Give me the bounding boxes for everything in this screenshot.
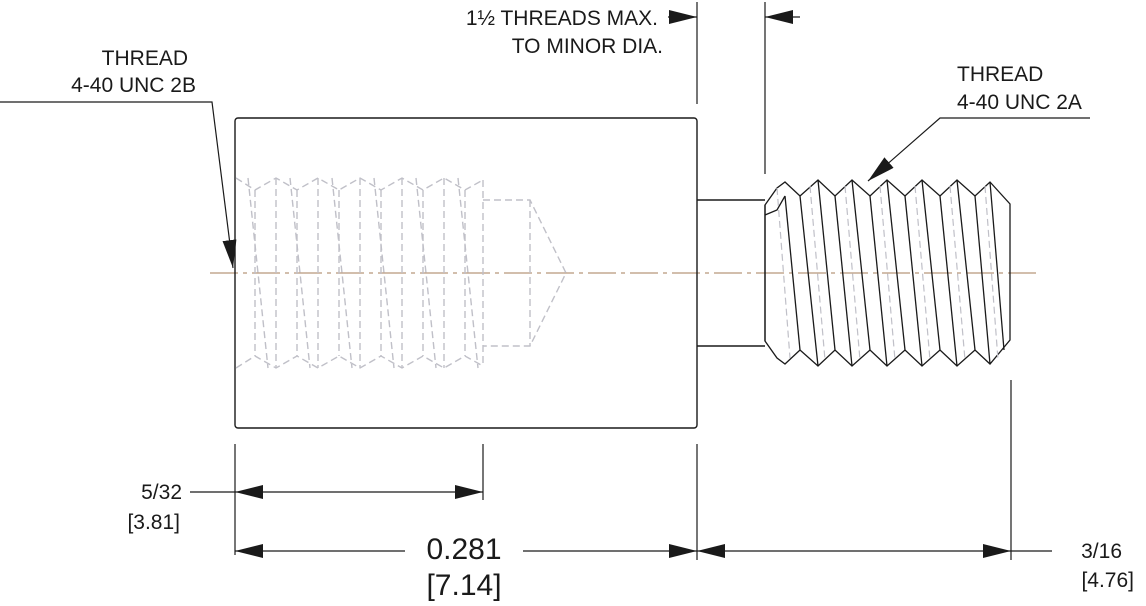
leader-external-thread: [867, 117, 1090, 182]
internal-thread-hidden-lines: [235, 177, 567, 369]
leader-lines: [0, 101, 1090, 269]
dim-body-label: 0.281: [426, 533, 502, 566]
dim-depth-label: 5/32: [141, 481, 182, 504]
thread-external-label-line1: THREAD: [957, 63, 1044, 86]
thread-internal-label-line1: THREAD: [101, 47, 188, 70]
thread-external-label-line2: 4-40 UNC 2A: [957, 91, 1082, 114]
dim-stud-label: 3/16: [1081, 540, 1122, 563]
external-thread: [764, 179, 1011, 367]
dim-body-metric-label: [7.14]: [426, 569, 502, 602]
dimension-lines: [190, 485, 1052, 558]
dim-stud-metric-label: [4.76]: [1081, 569, 1134, 592]
note-label-line1: 1½ THREADS MAX.: [465, 7, 658, 30]
note-dimension: [668, 2, 800, 174]
extension-lines: [234, 380, 1012, 560]
thread-internal-label-line2: 4-40 UNC 2B: [71, 74, 196, 97]
leader-internal-thread: [0, 101, 237, 269]
standoff-body: [234, 117, 698, 429]
external-thread-hidden-lines: [776, 185, 999, 361]
neck: [697, 199, 765, 347]
dim-depth-metric-label: [3.81]: [127, 511, 180, 534]
note-label-line2: TO MINOR DIA.: [511, 35, 663, 58]
